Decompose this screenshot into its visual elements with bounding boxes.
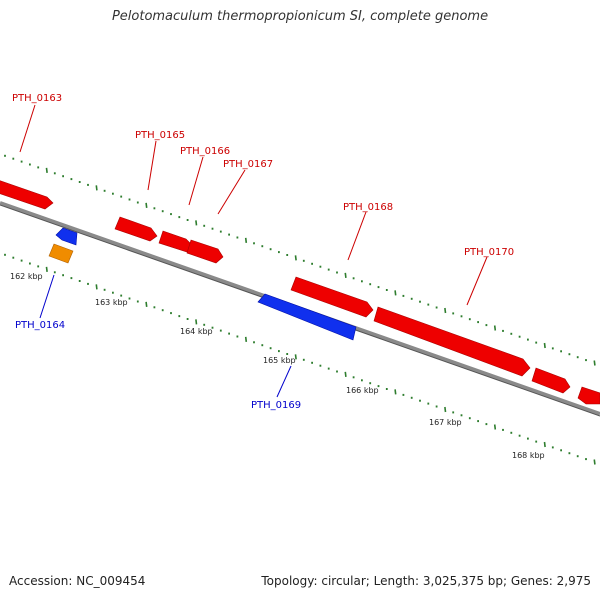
- lower-tick-track-major-tick: [444, 406, 447, 413]
- map-title: Pelotomaculum thermopropionicum SI, comp…: [111, 9, 489, 24]
- gene-pth-0166[interactable]: [158, 230, 194, 253]
- kbp-label-166: 166 kbp: [346, 386, 379, 395]
- kbp-label-164: 164 kbp: [180, 327, 213, 336]
- callout-pth-0170: [466, 256, 488, 306]
- accession-text: Accession: NC_009454: [9, 574, 146, 588]
- callout-pth-0167: [217, 169, 246, 215]
- callout-pth-0166: [188, 156, 204, 206]
- gene-pth-0170[interactable]: [373, 306, 531, 377]
- upper-tick-track-major-tick: [294, 255, 297, 261]
- callout-pth-0168: [347, 211, 367, 261]
- label-pth-0166[interactable]: PTH_0166: [180, 146, 230, 157]
- upper-tick-track-major-tick: [593, 360, 596, 366]
- scale-ticks: [4, 154, 596, 465]
- upper-tick-track-major-tick: [444, 307, 447, 314]
- label-pth-0164[interactable]: PTH_0164: [15, 320, 65, 331]
- lower-tick-track-major-tick: [593, 459, 596, 465]
- upper-tick-track-major-tick: [244, 237, 248, 243]
- kbp-label-168: 168 kbp: [512, 451, 545, 460]
- gene-pth-0165[interactable]: [114, 216, 158, 242]
- lower-tick-track-major-tick: [344, 371, 347, 377]
- gene-pth-0168[interactable]: [290, 276, 374, 318]
- gene-pth-0172[interactable]: [577, 386, 600, 405]
- label-pth-0170[interactable]: PTH_0170: [464, 247, 514, 258]
- upper-tick-track-major-tick: [45, 167, 48, 173]
- scale-labels: 162 kbp 163 kbp 164 kbp 165 kbp 166 kbp …: [10, 272, 545, 460]
- label-pth-0167[interactable]: PTH_0167: [223, 159, 273, 170]
- features: [0, 180, 600, 405]
- callout-lines: [19, 104, 488, 398]
- lower-tick-track-major-tick: [45, 266, 48, 272]
- kbp-label-165: 165 kbp: [263, 356, 296, 365]
- upper-tick-track-major-tick: [145, 202, 148, 208]
- upper-tick-track-major-tick: [95, 185, 98, 191]
- label-pth-0169[interactable]: PTH_0169: [251, 400, 301, 411]
- callout-pth-0163: [19, 104, 36, 153]
- kbp-label-162: 162 kbp: [10, 272, 43, 281]
- lower-tick-track-major-tick: [145, 301, 148, 307]
- callout-pth-0164: [39, 274, 55, 319]
- gene-labels: PTH_0163 PTH_0165 PTH_0166 PTH_0167 PTH_…: [12, 93, 514, 411]
- lower-tick-track-major-tick: [244, 336, 248, 342]
- kbp-label-167: 167 kbp: [429, 418, 462, 427]
- callout-pth-0165: [147, 140, 157, 191]
- upper-tick-track-major-tick: [543, 342, 546, 349]
- lower-tick-track-major-tick: [543, 441, 546, 448]
- lower-tick-track-major-tick: [394, 389, 397, 395]
- label-pth-0168[interactable]: PTH_0168: [343, 202, 393, 213]
- feature-orange[interactable]: [48, 243, 74, 264]
- kbp-label-163: 163 kbp: [95, 298, 128, 307]
- label-pth-0165[interactable]: PTH_0165: [135, 130, 185, 141]
- lower-tick-track-major-tick: [95, 284, 98, 290]
- genome-summary-text: Topology: circular; Length: 3,025,375 bp…: [261, 574, 591, 588]
- callout-pth-0169: [276, 365, 292, 398]
- gene-pth-0164[interactable]: [55, 227, 78, 246]
- gene-pth-0171[interactable]: [531, 367, 571, 394]
- upper-tick-track-major-tick: [493, 325, 497, 331]
- gene-pth-0167[interactable]: [186, 239, 224, 264]
- label-pth-0163[interactable]: PTH_0163: [12, 93, 62, 104]
- upper-tick-track-major-tick: [394, 290, 397, 296]
- upper-tick-track-major-tick: [195, 220, 198, 226]
- lower-tick-track-major-tick: [195, 319, 198, 325]
- gene-pth-0163[interactable]: [0, 180, 54, 210]
- lower-tick-track-major-tick: [493, 424, 497, 430]
- gene-pth-0169[interactable]: [257, 293, 357, 341]
- lower-tick-track-major-tick: [294, 354, 297, 360]
- upper-tick-track-major-tick: [344, 272, 347, 278]
